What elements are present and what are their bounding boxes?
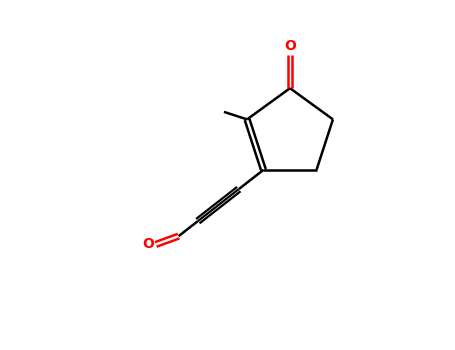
Text: O: O [284, 40, 296, 54]
Text: O: O [142, 237, 154, 251]
